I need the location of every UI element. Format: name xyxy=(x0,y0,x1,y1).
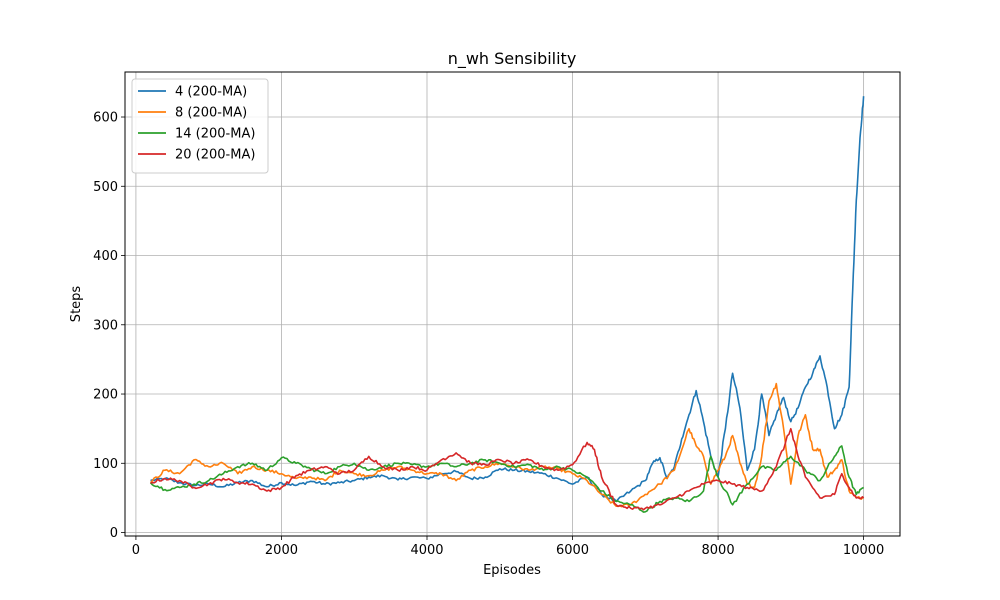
plot-frame xyxy=(124,71,901,537)
y-tick-label: 400 xyxy=(93,249,118,264)
legend-label: 8 (200-MA) xyxy=(175,106,247,121)
series-line-4 xyxy=(150,427,865,511)
legend-label: 14 (200-MA) xyxy=(175,127,255,142)
y-tick-label: 200 xyxy=(93,388,118,403)
legend-box xyxy=(131,78,269,174)
series-layer xyxy=(149,96,865,513)
x-tick-label: 6000 xyxy=(556,543,589,558)
x-tick-label: 4000 xyxy=(410,543,443,558)
y-tick-label: 500 xyxy=(93,180,118,195)
grid-lines xyxy=(125,72,900,536)
x-tick-label: 2000 xyxy=(265,543,298,558)
x-tick-label: 0 xyxy=(132,543,140,558)
y-tick-label: 100 xyxy=(93,457,118,472)
x-tick-label: 8000 xyxy=(702,543,735,558)
legend-label: 20 (200-MA) xyxy=(175,148,255,163)
y-tick-label: 300 xyxy=(93,318,118,333)
y-axis-ticks: 0 100 200 300 400 500 600 xyxy=(93,111,125,541)
series-line-2 xyxy=(149,382,864,508)
y-axis-label: Steps xyxy=(69,286,84,323)
series-line-3 xyxy=(149,445,864,513)
chart-title: n_wh Sensibility xyxy=(448,49,577,69)
x-axis-ticks: 0 2000 4000 6000 8000 10000 xyxy=(132,536,884,558)
legend-label: 4 (200-MA) xyxy=(175,85,247,100)
x-axis-label: Episodes xyxy=(483,563,541,578)
y-tick-label: 600 xyxy=(93,111,118,126)
x-tick-label: 10000 xyxy=(843,543,884,558)
y-tick-label: 0 xyxy=(110,526,118,541)
series-line-1 xyxy=(150,96,865,503)
legend: 4 (200-MA) 8 (200-MA) 14 (200-MA) 20 (200-M… xyxy=(131,78,269,174)
